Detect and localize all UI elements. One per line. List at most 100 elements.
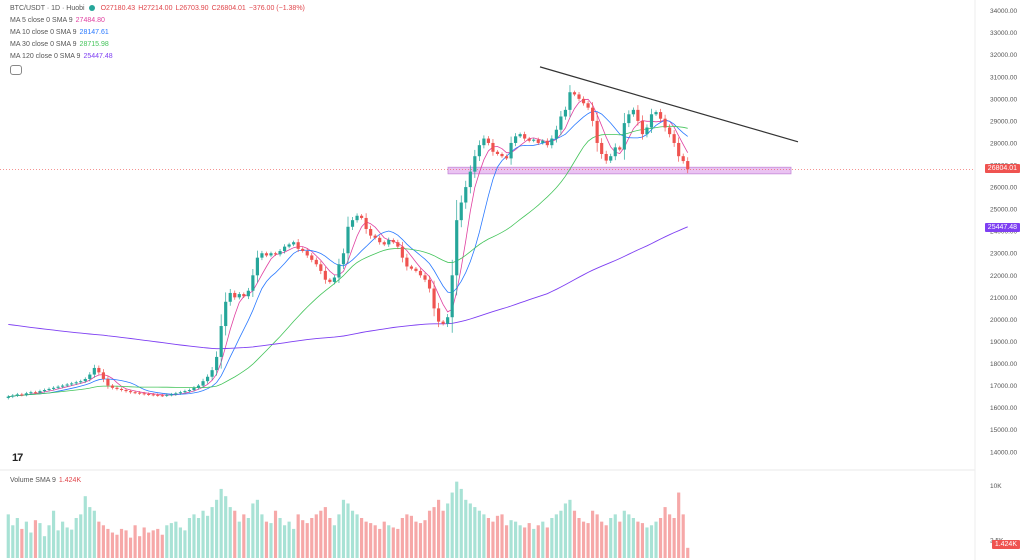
volume-bar (156, 528, 160, 558)
collapse-legend-icon[interactable] (10, 65, 22, 75)
volume-bar (586, 523, 590, 558)
volume-bar (418, 523, 423, 558)
candle (672, 130, 676, 147)
ma120-line (8, 226, 688, 350)
candle (568, 85, 572, 117)
candle (33, 390, 38, 395)
volume-bar (459, 488, 463, 558)
candle (323, 266, 327, 284)
candle (56, 385, 60, 390)
candle (15, 392, 19, 398)
volume-bar (446, 503, 450, 558)
volume-bar (251, 503, 255, 558)
candle (151, 392, 155, 397)
candle (464, 180, 468, 209)
candle (550, 135, 554, 149)
volume-bar (97, 521, 101, 558)
candle (668, 124, 672, 138)
volume-bar (296, 514, 300, 558)
indicator-value: 25447.48 (83, 53, 113, 60)
candle (387, 237, 391, 247)
volume-bar (495, 515, 500, 558)
volume-bar (205, 515, 210, 558)
volume-bar (581, 521, 586, 558)
candle (201, 378, 205, 389)
candle (237, 292, 241, 300)
candle (577, 92, 581, 102)
candle (518, 132, 522, 138)
candle (301, 247, 305, 253)
trendline-drawing[interactable] (539, 66, 799, 143)
volume-bar (305, 523, 309, 558)
volume-bar (672, 518, 676, 558)
candle (504, 154, 509, 161)
indicator-ma5[interactable]: MA 5 close 0 SMA 9 27484.80 (10, 15, 305, 27)
candle (6, 395, 10, 400)
indicator-value: 28147.61 (79, 29, 109, 36)
volume-bar (187, 518, 192, 558)
price-tick-label: 34000.00 (990, 8, 1017, 15)
price-tick-label: 14000.00 (990, 449, 1017, 456)
candle (604, 150, 608, 164)
volume-bar (645, 527, 649, 558)
tradingview-logo-icon[interactable]: 17 (12, 452, 23, 464)
last-price-badge: 26804.01 (984, 164, 1020, 174)
volume-bar (554, 514, 558, 558)
volume-bar (677, 492, 681, 558)
volume-bar (545, 527, 549, 558)
candle (42, 388, 47, 393)
candle (233, 290, 237, 300)
volume-bar (133, 525, 137, 558)
candle (681, 153, 685, 164)
volume-bar (160, 534, 164, 558)
price-tick-label: 24000.00 (990, 229, 1017, 236)
candle (169, 392, 173, 397)
volume-bar (70, 529, 74, 558)
price-tick-label: 19000.00 (990, 339, 1017, 346)
volume-bar (568, 499, 572, 558)
volume-bar (518, 525, 522, 558)
candle (364, 213, 368, 234)
volume-bar (618, 521, 622, 558)
change-value: −376.00 (−1.38%) (248, 5, 305, 12)
symbol-label[interactable]: BTC/USDT · 1D · Huobi (10, 5, 85, 12)
volume-badge: 1.424K (991, 539, 1020, 549)
high-value: H27214.00 (138, 5, 173, 12)
price-tick-label: 25000.00 (990, 207, 1017, 214)
ma-lines (8, 98, 689, 397)
indicator-label: MA 5 close 0 SMA 9 (10, 17, 73, 24)
price-tick-label: 20000.00 (990, 317, 1017, 324)
candle (79, 379, 83, 384)
volume-bar (387, 525, 391, 558)
candle (187, 388, 192, 393)
candle (174, 391, 178, 396)
indicator-ma120[interactable]: MA 120 close 0 SMA 9 25447.48 (10, 51, 305, 63)
volume-bar (310, 518, 314, 558)
volume-bar (11, 525, 15, 558)
indicator-ma30[interactable]: MA 30 close 0 SMA 9 28715.98 (10, 39, 305, 51)
candle (654, 110, 658, 116)
candle (97, 365, 101, 375)
volume-bar (314, 514, 318, 558)
volume-bar (369, 523, 373, 558)
candle (427, 275, 432, 293)
indicator-value: 27484.80 (75, 17, 105, 24)
volume-bar (591, 510, 595, 558)
support-zone-rect[interactable] (447, 166, 792, 175)
candle (658, 108, 663, 122)
candle (296, 239, 300, 253)
volume-bar (437, 499, 441, 558)
price-axis[interactable]: 14000.00 15000.00 16000.00 17000.00 18000.00… (990, 8, 1017, 544)
candle (74, 380, 78, 385)
volume-bar (509, 520, 513, 558)
volume-bar (631, 518, 635, 558)
indicator-ma10[interactable]: MA 10 close 0 SMA 9 28147.61 (10, 27, 305, 39)
volume-bar (92, 510, 96, 558)
candle (360, 214, 364, 220)
trendline (539, 66, 799, 143)
volume-legend[interactable]: Volume SMA 9 1.424K (10, 477, 81, 484)
candle (138, 391, 142, 395)
volume-bar (269, 523, 273, 558)
candle (491, 138, 495, 156)
